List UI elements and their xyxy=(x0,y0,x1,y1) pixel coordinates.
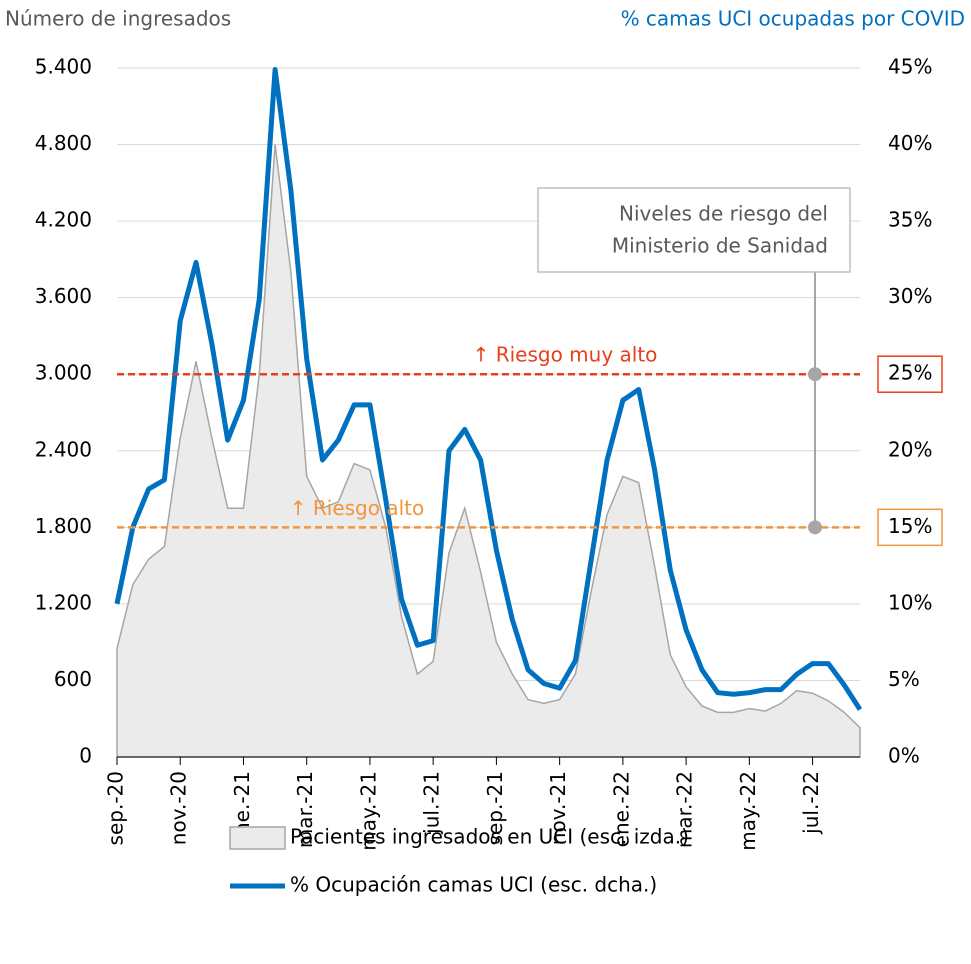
y-tick-label: 4.800 xyxy=(35,131,92,155)
tick-highlight-box xyxy=(877,355,943,393)
annotation-dot xyxy=(808,367,822,382)
x-tick-label: mar.-21 xyxy=(293,771,317,848)
y2-tick-label: 5% xyxy=(888,667,920,691)
legend-swatch xyxy=(229,826,286,850)
legend-label: % Ocupación camas UCI (esc. dcha.) xyxy=(290,873,657,897)
y-tick-label: 1.200 xyxy=(35,590,92,614)
annotation-text: Ministerio de Sanidad xyxy=(612,234,828,258)
x-tick-label: sep.-21 xyxy=(483,771,507,845)
y2-tick-label: 35% xyxy=(888,208,932,232)
y-tick-label: 0 xyxy=(79,744,92,768)
y-tick-label: 4.200 xyxy=(35,208,92,232)
legend-label: Pacientes ingresados en UCI (esc. izda.) xyxy=(290,825,689,849)
x-tick-label: mar.-22 xyxy=(673,771,697,848)
annotation-text: Niveles de riesgo del xyxy=(619,202,828,226)
y2-tick-label: 20% xyxy=(888,437,932,461)
line xyxy=(114,67,863,711)
tick-highlight-box xyxy=(877,508,943,547)
y2-tick-label: 0% xyxy=(888,744,920,768)
annotation-box xyxy=(537,187,851,273)
reference-label: ↑ Riesgo muy alto xyxy=(473,343,658,367)
y-tick-label: 1.800 xyxy=(35,514,92,538)
y-tick-label: 3.000 xyxy=(35,361,92,385)
x-tick-label: jul.-22 xyxy=(799,771,823,835)
x-tick-label: jul.-21 xyxy=(420,771,444,835)
y2-tick-label: 15% xyxy=(888,514,932,538)
y2-tick-label: 40% xyxy=(888,131,932,155)
y2-axis-title: % camas UCI ocupadas por COVID xyxy=(621,7,965,31)
y2-tick-label: 30% xyxy=(888,284,932,308)
y-tick-label: 3.600 xyxy=(35,284,92,308)
y2-tick-label: 10% xyxy=(888,590,932,614)
y-axis-title: Número de ingresados xyxy=(5,7,231,31)
x-tick-label: sep.-20 xyxy=(104,771,128,845)
reference-label: ↑ Riesgo alto xyxy=(290,496,424,520)
y-tick-label: 600 xyxy=(54,667,92,691)
y-tick-label: 2.400 xyxy=(35,437,92,461)
x-tick-label: may.-22 xyxy=(736,771,760,851)
x-tick-label: nov.-20 xyxy=(167,771,191,845)
x-tick-label: ene.-22 xyxy=(609,771,633,847)
x-tick-label: may.-21 xyxy=(356,771,380,851)
y2-tick-label: 25% xyxy=(888,361,932,385)
y-tick-label: 5.400 xyxy=(35,55,92,79)
area xyxy=(116,144,861,758)
annotation-dot xyxy=(808,520,822,535)
x-tick-label: nov.-21 xyxy=(546,771,570,845)
y2-tick-label: 45% xyxy=(888,55,932,79)
